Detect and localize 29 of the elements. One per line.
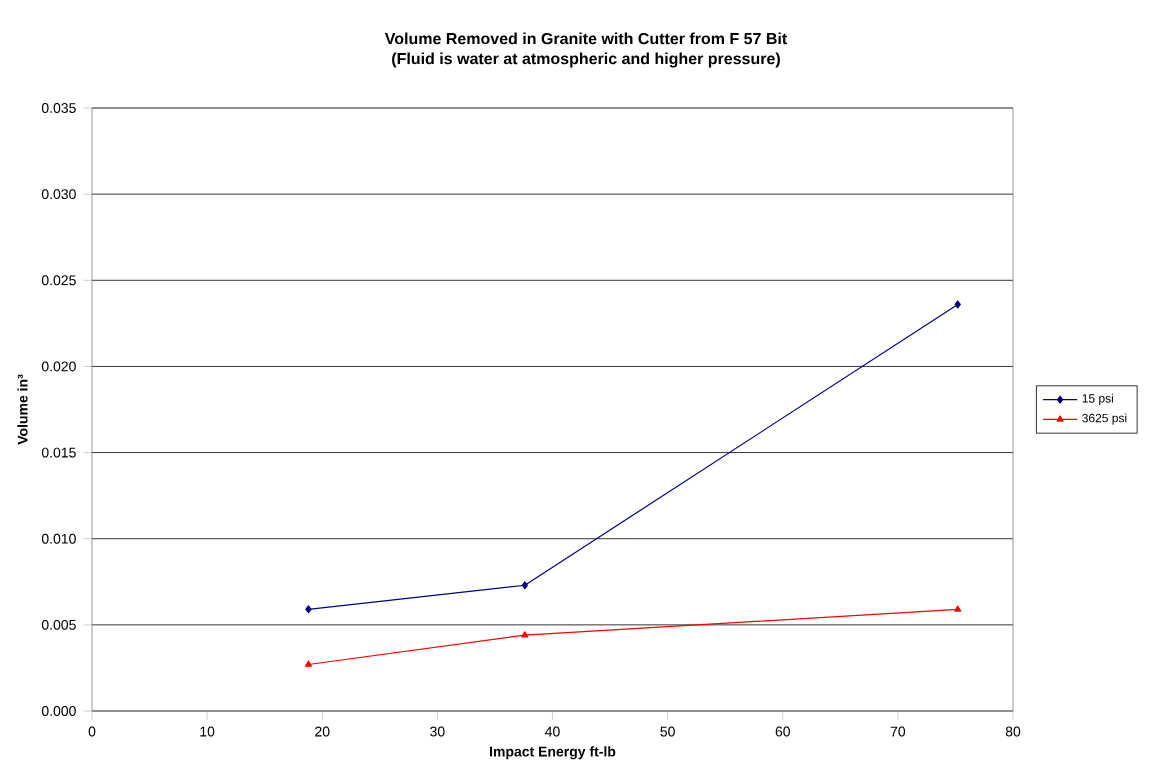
y-tick-label: 0.025 [41,275,76,286]
x-tick-label: 0 [88,726,96,737]
y-tick-label: 0.020 [41,361,76,372]
point [305,605,312,614]
point [954,605,962,612]
x-tick-label: 70 [890,726,906,737]
x-tick-label: 60 [775,726,790,737]
y-tick-label: 0.005 [41,619,76,630]
y-tick-label: 0.010 [41,533,76,544]
x-axis-title: Impact Energy ft-lb [490,746,616,760]
y-tick-label: 0.015 [41,447,76,458]
y-tick-label: 0.030 [41,189,76,200]
x-tick-label: 30 [430,726,445,737]
y-tick-label: 0.000 [41,706,76,716]
legend-label: 3625 psi [1082,413,1127,425]
x-tick-label: 20 [315,726,330,737]
y-tick-label: 0.035 [41,103,76,113]
point [521,631,529,638]
chart-subtitle: (Fluid is water at atmospheric and higher pressure) [392,52,780,68]
chart-title: Volume Removed in Granite with Cutter from F 57 Bit [384,32,788,45]
point [521,581,529,590]
point [304,660,312,667]
x-tick-label: 80 [1005,726,1021,737]
legend-label: 15 psi [1082,393,1113,405]
point [954,300,961,309]
x-tick-label: 40 [545,726,560,737]
x-tick-label: 10 [200,726,215,737]
y-axis-title: Volume in³ [17,374,28,445]
x-tick-label: 50 [660,726,675,737]
